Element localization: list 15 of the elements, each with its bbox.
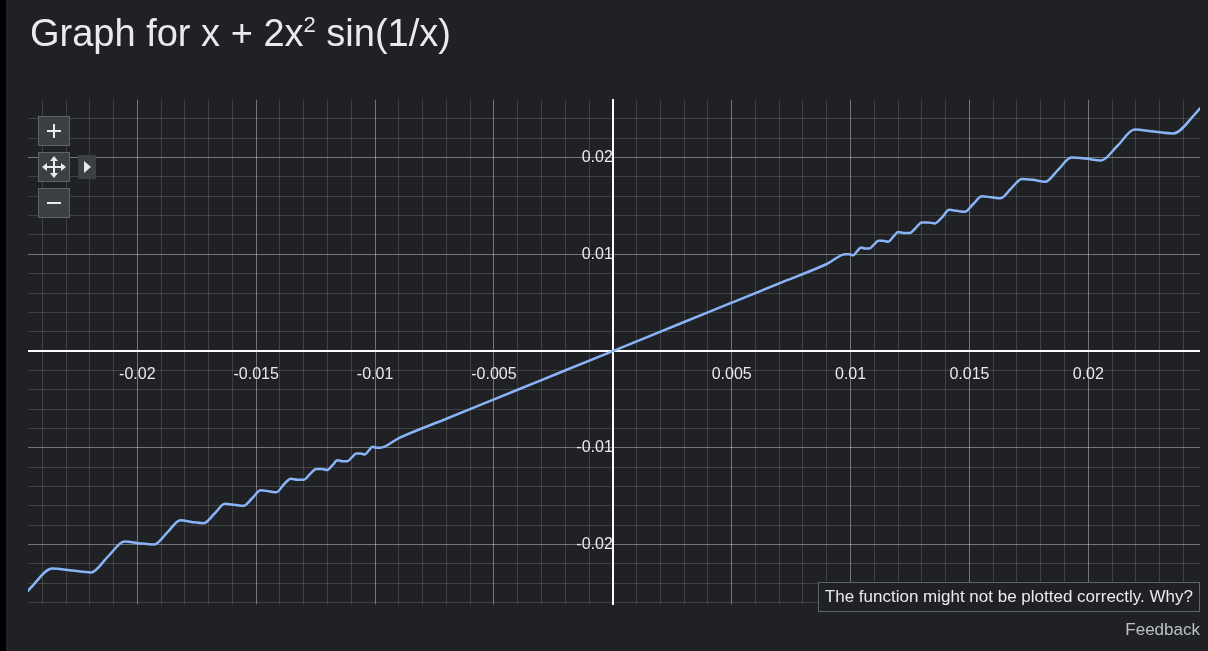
x-tick-label: -0.01 [356, 365, 394, 383]
x-tick-label: 0.015 [949, 365, 990, 383]
x-tick-label: 0.005 [711, 365, 752, 383]
text: Feedback [1125, 620, 1200, 640]
chart-title: Graph for x + 2x$^{2}$ sin(1/x) [30, 12, 451, 55]
y-tick-label: -0.01 [576, 438, 613, 456]
x-tick-label: -0.005 [471, 365, 517, 383]
y-tick-label: 0.02 [581, 148, 613, 166]
x-tick-label: 0.02 [1072, 365, 1104, 383]
x-tick-label: -0.015 [233, 365, 279, 383]
y-tick-label: 0.01 [581, 244, 613, 262]
x-tick-label: 0.01 [834, 365, 867, 383]
y-tick-label: -0.02 [576, 534, 613, 552]
x-tick-label: -0.02 [119, 365, 156, 383]
annotation: The function might not be plotted correctly. Why? [817, 582, 1200, 612]
